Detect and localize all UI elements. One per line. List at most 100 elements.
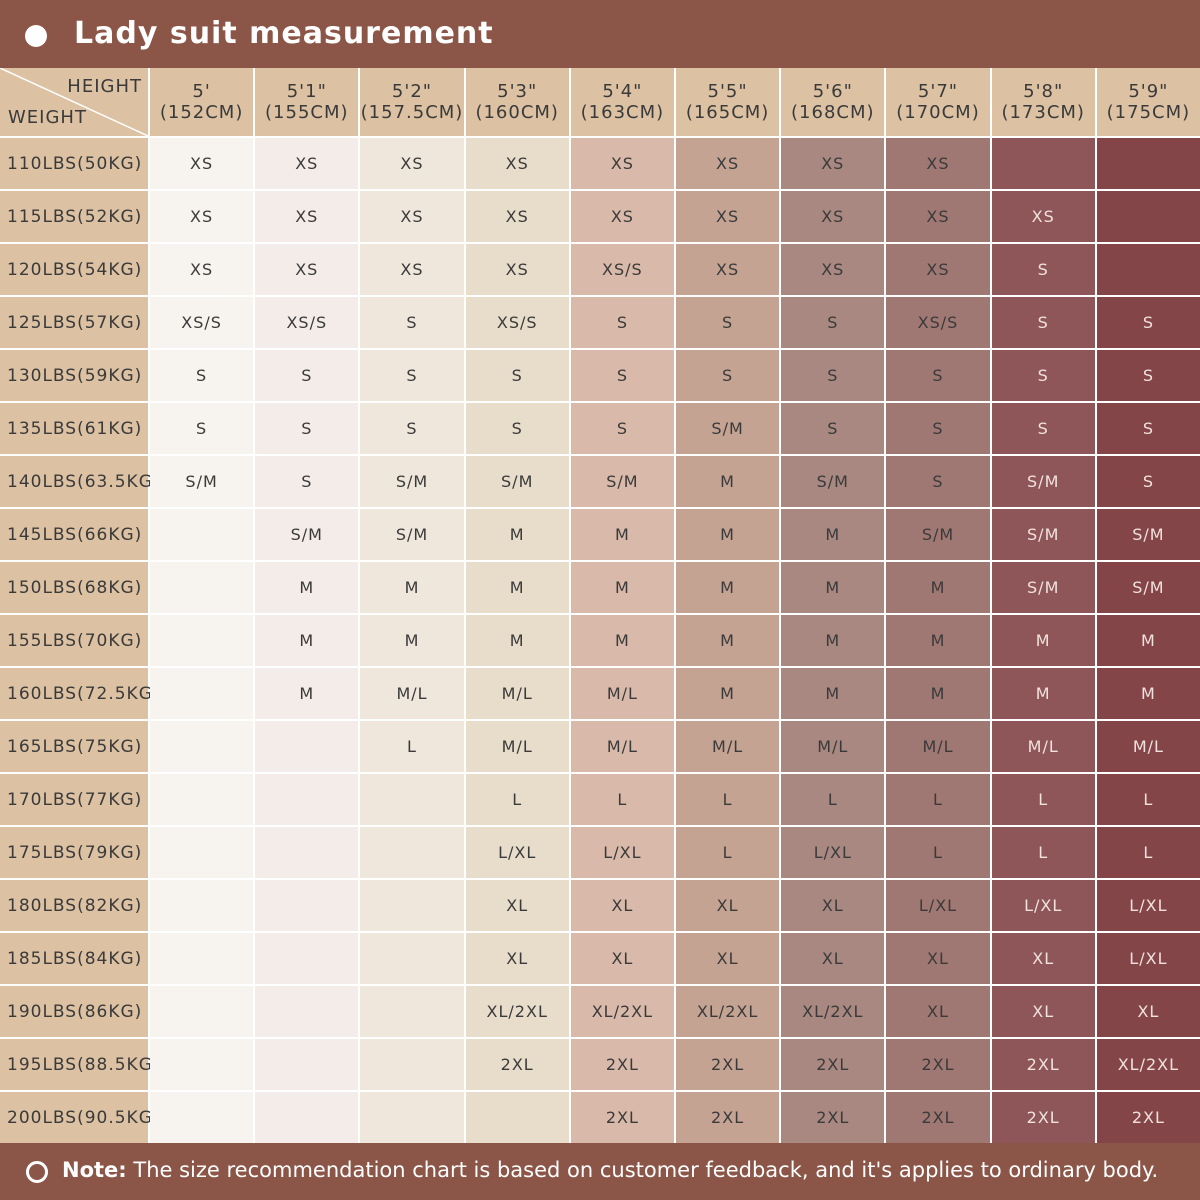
- row-header: 125LBS(57KG): [0, 297, 148, 348]
- size-cell: XS: [360, 191, 464, 242]
- size-cell: M: [675, 509, 780, 560]
- size-cell: [360, 880, 464, 931]
- height-ft: 5'9": [1128, 81, 1169, 102]
- size-cell: XL: [465, 880, 569, 931]
- size-cell: M: [675, 456, 780, 507]
- size-cell: M: [255, 668, 359, 719]
- size-cell: M: [360, 615, 464, 666]
- size-cell: S: [255, 350, 359, 401]
- size-cell: [255, 1039, 359, 1090]
- height-cm: (168CM): [791, 102, 875, 123]
- size-cell: S: [570, 297, 674, 348]
- size-cell: [360, 1039, 464, 1090]
- size-cell: L: [781, 774, 885, 825]
- height-cm: (175CM): [1106, 102, 1191, 123]
- size-cell: L: [991, 827, 1095, 878]
- column-header: 5'2" (157.5CM): [360, 68, 464, 136]
- column-header: 5'1" (155CM): [255, 68, 359, 136]
- row-header: 160LBS(72.5KG): [0, 668, 160, 719]
- corner-bottom: WEIGHT: [8, 107, 87, 128]
- size-cell: [150, 1039, 254, 1090]
- size-cell: M: [675, 562, 780, 613]
- column-header: 5'3" (160CM): [465, 68, 569, 136]
- note-text: The size recommendation chart is based o…: [133, 1158, 1159, 1182]
- size-cell: L: [360, 721, 464, 772]
- size-cell: M/L: [886, 721, 990, 772]
- size-cell: XS: [255, 138, 359, 189]
- height-ft: 5'2": [391, 81, 433, 102]
- size-cell: XL: [675, 933, 780, 984]
- size-cell: S/M: [570, 456, 674, 507]
- size-cell: S: [781, 403, 885, 454]
- size-cell: M/L: [570, 668, 674, 719]
- size-cell: XS: [781, 138, 885, 189]
- height-cm: (155CM): [265, 102, 349, 123]
- size-cell: L: [991, 774, 1095, 825]
- size-cell: M: [570, 615, 674, 666]
- size-cell: M: [991, 668, 1095, 719]
- size-cell: S: [150, 403, 254, 454]
- size-cell: XS: [465, 138, 569, 189]
- bullet: [26, 1161, 48, 1183]
- size-cell: S: [465, 403, 569, 454]
- size-cell: [150, 668, 254, 719]
- size-cell: XS/S: [255, 297, 359, 348]
- height-ft: 5'3": [497, 81, 538, 102]
- size-cell: XS: [886, 244, 990, 295]
- size-cell: [150, 827, 254, 878]
- size-cell: M: [886, 615, 990, 666]
- size-cell: [150, 1092, 254, 1143]
- size-cell: [255, 933, 359, 984]
- size-cell: XS: [465, 244, 569, 295]
- size-cell: XS: [150, 244, 254, 295]
- height-cm: (173CM): [1001, 102, 1085, 123]
- title-bar: Lady suit measurement: [0, 0, 1200, 68]
- row-header: 200LBS(90.5KG): [0, 1092, 160, 1143]
- size-cell: S: [886, 403, 990, 454]
- size-cell: XL: [886, 986, 990, 1037]
- size-cell: XL/2XL: [675, 986, 780, 1037]
- size-cell: M: [360, 562, 464, 613]
- size-cell: S/M: [991, 456, 1095, 507]
- size-cell: M: [465, 615, 569, 666]
- row-header: 165LBS(75KG): [0, 721, 148, 772]
- size-cell: S/M: [1096, 562, 1200, 613]
- size-cell: XS: [675, 244, 780, 295]
- size-cell: S: [465, 350, 569, 401]
- size-cell: XL: [1096, 986, 1200, 1037]
- size-cell: S/M: [886, 509, 990, 560]
- size-cell: [255, 827, 359, 878]
- height-ft: 5'4": [602, 81, 643, 102]
- size-cell: [150, 933, 254, 984]
- size-cell: M/L: [465, 721, 569, 772]
- size-cell: [360, 1092, 464, 1143]
- size-cell: XS: [781, 244, 885, 295]
- size-table: HEIGHT WEIGHT 5' (152CM) 5'1" (155CM) 5'2" (1…: [0, 68, 1200, 1143]
- height-cm: (160CM): [475, 102, 559, 123]
- size-cell: M: [886, 562, 990, 613]
- row-header: 150LBS(68KG): [0, 562, 148, 613]
- size-cell: L/XL: [886, 880, 990, 931]
- size-cell: L/XL: [570, 827, 674, 878]
- size-cell: XS: [150, 138, 254, 189]
- title: Lady suit measurement: [74, 16, 494, 51]
- size-cell: [1096, 191, 1200, 242]
- size-cell: XL: [675, 880, 780, 931]
- size-cell: L/XL: [781, 827, 885, 878]
- size-cell: [255, 1092, 359, 1143]
- size-cell: S/M: [255, 509, 359, 560]
- size-cell: L/XL: [1096, 880, 1200, 931]
- size-cell: M/L: [781, 721, 885, 772]
- size-cell: S/M: [675, 403, 780, 454]
- size-cell: [150, 615, 254, 666]
- size-cell: [360, 774, 464, 825]
- size-cell: [255, 721, 359, 772]
- size-cell: M: [255, 562, 359, 613]
- height-ft: 5'7": [917, 81, 959, 102]
- height-ft: 5'8": [1023, 81, 1064, 102]
- size-cell: L: [570, 774, 674, 825]
- row-header: 170LBS(77KG): [0, 774, 148, 825]
- column-header: 5'5" (165CM): [675, 68, 780, 136]
- size-cell: S: [1096, 403, 1200, 454]
- size-cell: M: [991, 615, 1095, 666]
